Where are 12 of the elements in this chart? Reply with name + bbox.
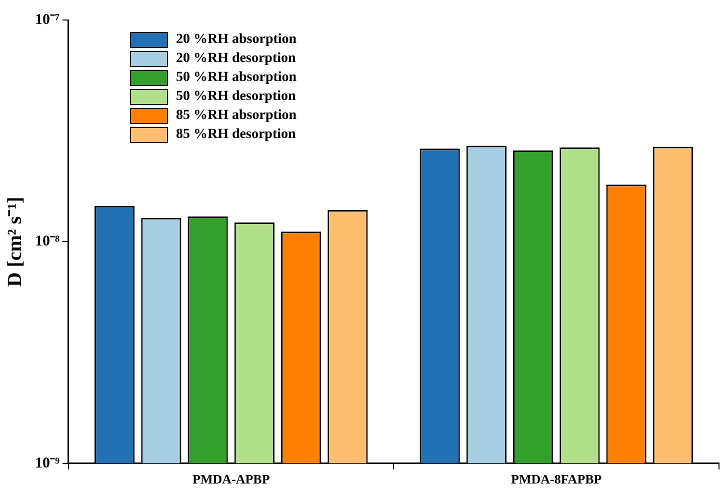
legend-label: 20 %RH desorption [176,50,296,66]
y-axis-title: D [cm² s⁻¹] [4,196,26,287]
y-tick-label: 10⁻⁸ [34,234,60,250]
legend-label: 50 %RH desorption [176,88,296,104]
legend-label: 85 %RH absorption [176,108,297,124]
x-tick-label: PMDA-APBP [192,472,270,487]
y-tick-label: 10⁻⁷ [34,12,60,28]
y-tick-label: 10⁻⁹ [34,455,60,472]
legend-label: 85 %RH desorption [176,126,296,142]
legend-label: 50 %RH absorption [176,70,297,86]
x-tick-label: PMDA-8FAPBP [511,472,602,487]
legend-label: 20 %RH absorption [176,32,297,48]
